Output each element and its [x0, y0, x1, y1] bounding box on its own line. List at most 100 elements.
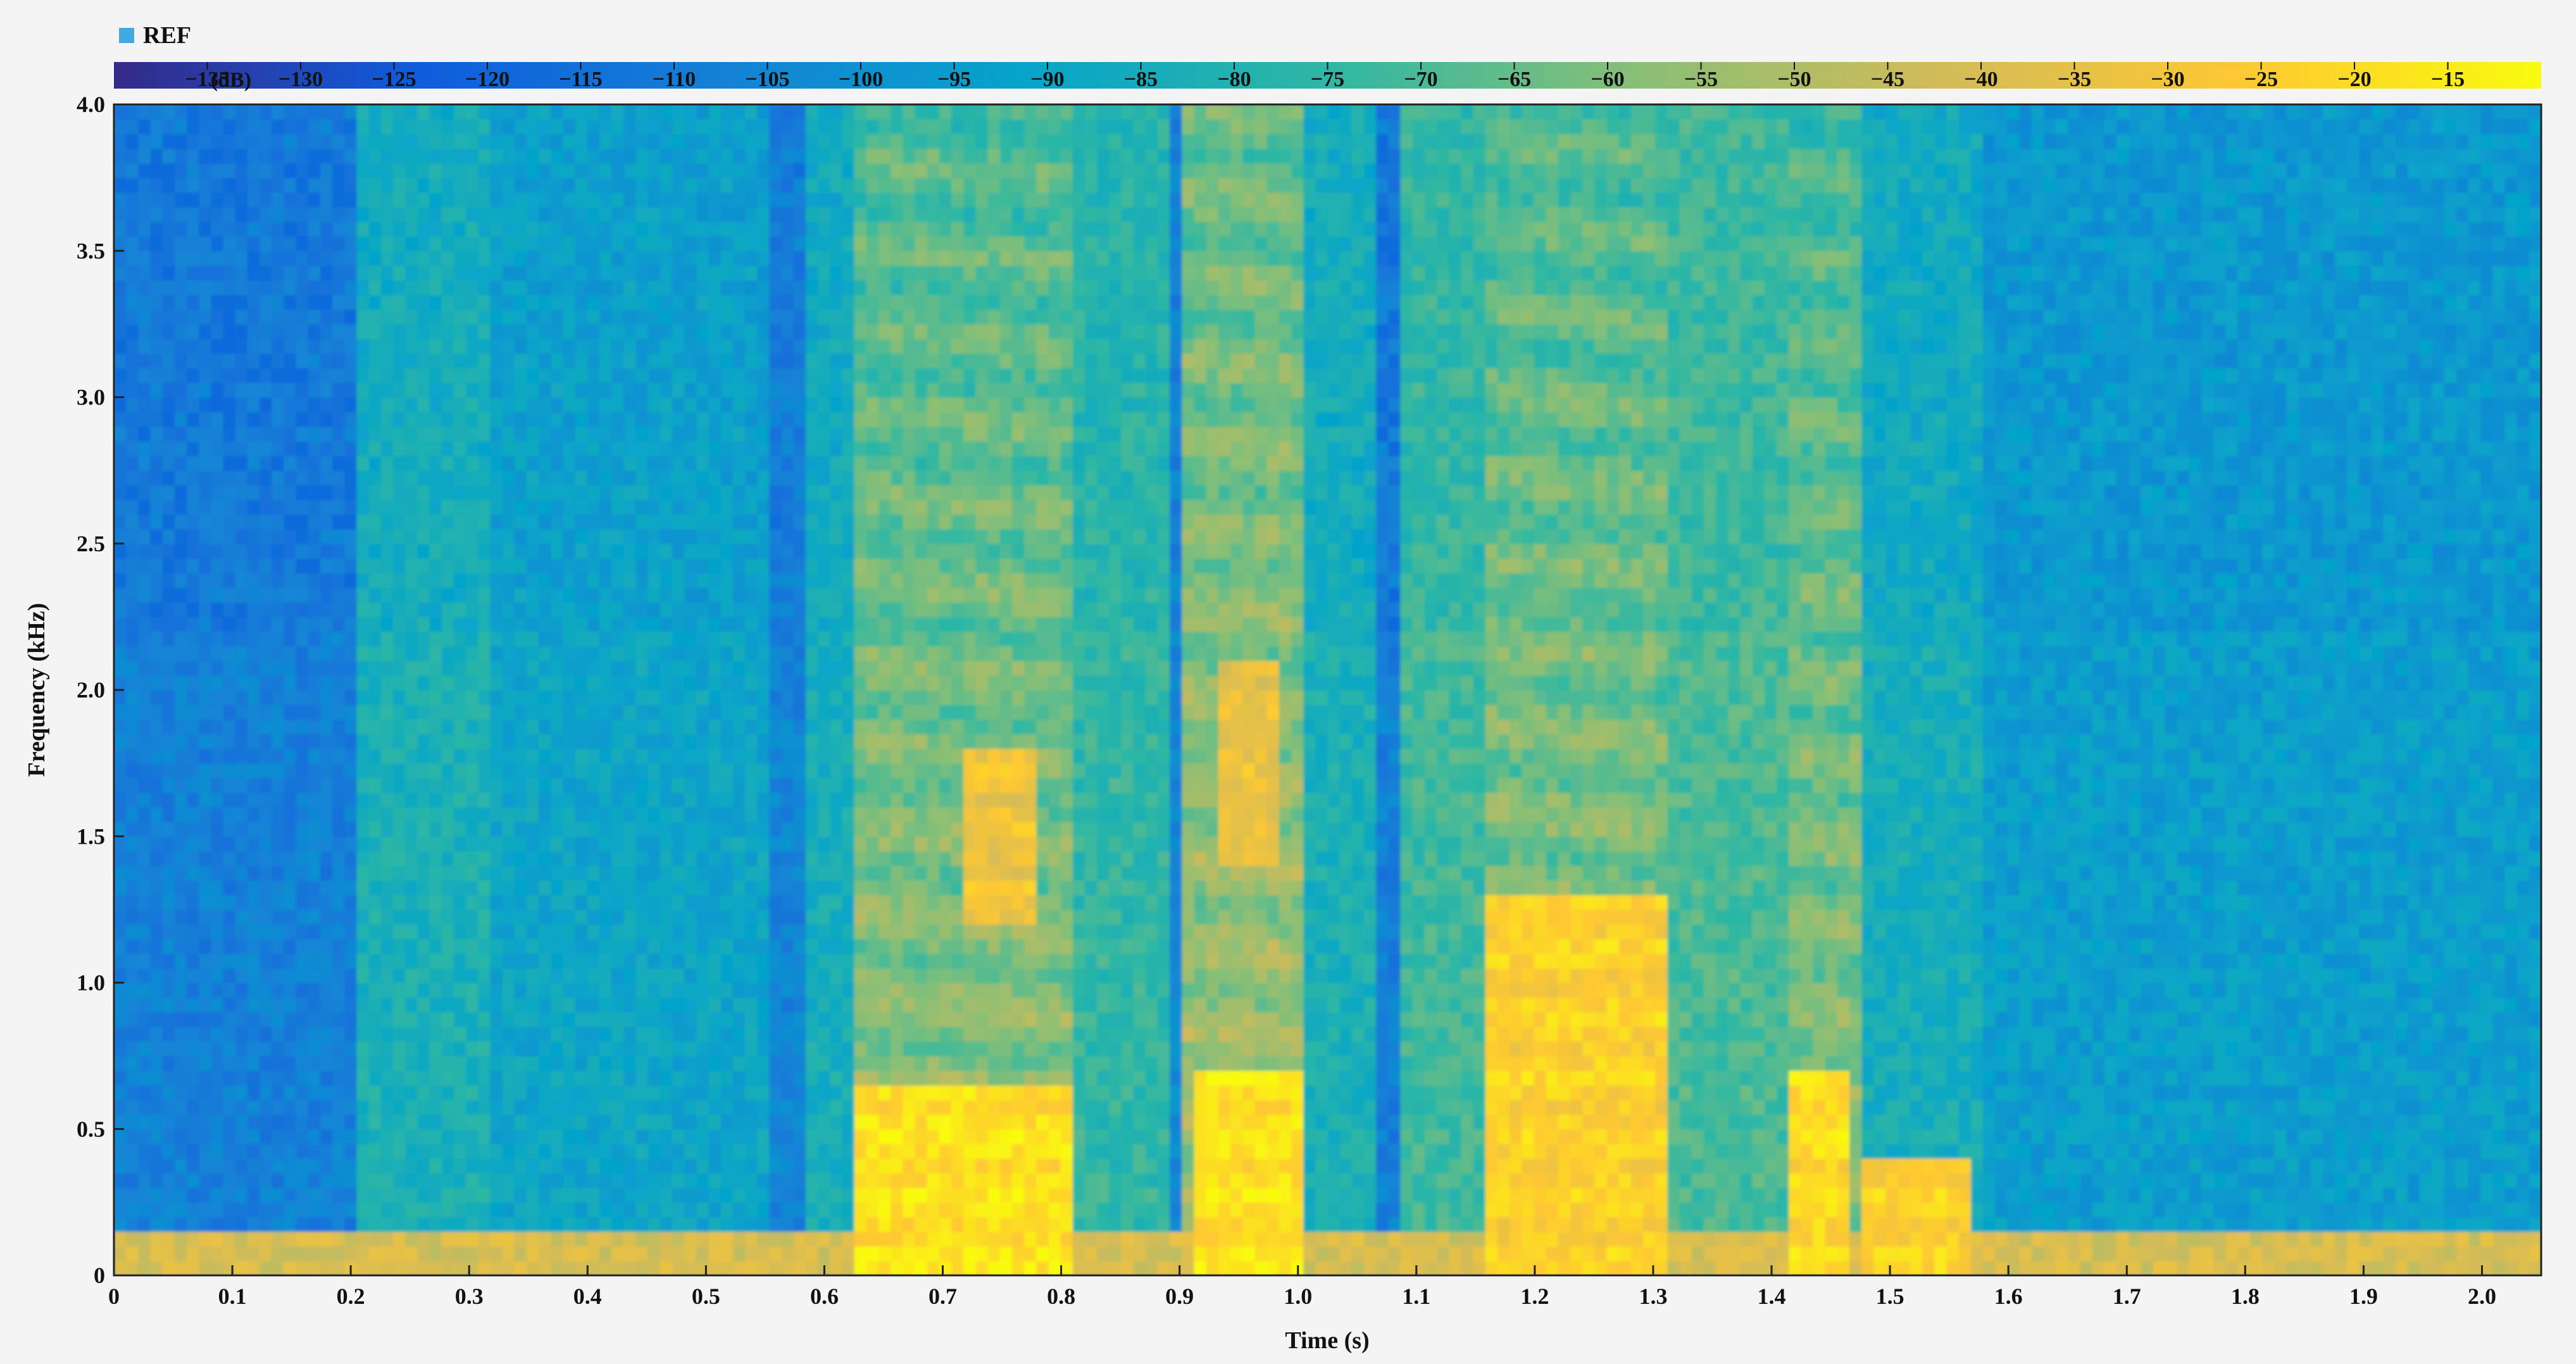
- heatmap-cell: [818, 382, 831, 398]
- heatmap-cell: [672, 880, 685, 896]
- heatmap-cell: [720, 602, 734, 618]
- heatmap-cell: [429, 119, 442, 134]
- heatmap-cell: [162, 631, 175, 647]
- heatmap-cell: [708, 1114, 722, 1130]
- heatmap-cell: [757, 792, 770, 808]
- heatmap-cell: [199, 309, 212, 325]
- heatmap-cell: [441, 1056, 454, 1071]
- heatmap-cell: [660, 982, 673, 998]
- heatmap-cell: [368, 660, 382, 676]
- heatmap-cell: [380, 748, 394, 764]
- heatmap-cell: [453, 1158, 466, 1173]
- heatmap-cell: [150, 236, 163, 251]
- heatmap-cell: [708, 558, 722, 573]
- heatmap-cell: [611, 1173, 625, 1188]
- heatmap-cell: [466, 719, 479, 735]
- heatmap-cell: [441, 119, 454, 134]
- heatmap-cell: [818, 851, 831, 867]
- heatmap-cell: [720, 704, 734, 720]
- heatmap-cell: [126, 1231, 139, 1247]
- heatmap-cell: [126, 1202, 139, 1218]
- heatmap-cell: [793, 646, 806, 661]
- heatmap-cell: [211, 192, 224, 208]
- heatmap-cell: [393, 616, 406, 632]
- heatmap-cell: [490, 939, 503, 954]
- heatmap-cell: [539, 441, 552, 456]
- heatmap-cell: [368, 763, 382, 779]
- heatmap-cell: [563, 119, 576, 134]
- heatmap-cell: [368, 411, 382, 427]
- heatmap-cell: [769, 280, 782, 296]
- heatmap-cell: [441, 997, 454, 1013]
- heatmap-cell: [708, 529, 722, 544]
- heatmap-cell: [441, 470, 454, 485]
- heatmap-cell: [296, 368, 309, 384]
- heatmap-cell: [466, 792, 479, 808]
- heatmap-cell: [235, 163, 248, 178]
- heatmap-cell: [830, 953, 843, 969]
- heatmap-cell: [818, 294, 831, 310]
- heatmap-cell: [380, 690, 394, 705]
- heatmap-cell: [672, 441, 685, 456]
- heatmap-cell: [441, 690, 454, 705]
- heatmap-cell: [587, 836, 600, 852]
- heatmap-cell: [854, 1129, 867, 1144]
- heatmap-cell: [732, 602, 746, 618]
- heatmap-cell: [429, 368, 442, 384]
- heatmap-cell: [187, 1143, 200, 1159]
- heatmap-cell: [320, 734, 333, 749]
- heatmap-cell: [587, 236, 600, 251]
- heatmap-cell: [272, 558, 285, 573]
- heatmap-cell: [417, 236, 430, 251]
- heatmap-cell: [211, 441, 224, 456]
- heatmap-cell: [502, 675, 515, 691]
- heatmap-cell: [114, 456, 127, 471]
- heatmap-cell: [126, 339, 139, 354]
- heatmap-cell: [466, 1085, 479, 1101]
- heatmap-cell: [660, 148, 673, 164]
- heatmap-cell: [247, 148, 260, 164]
- heatmap-cell: [211, 894, 224, 910]
- heatmap-cell: [696, 163, 710, 178]
- heatmap-cell: [672, 587, 685, 603]
- heatmap-cell: [575, 441, 588, 456]
- heatmap-cell: [296, 1143, 309, 1159]
- heatmap-cell: [854, 836, 867, 852]
- heatmap-cell: [441, 206, 454, 222]
- heatmap-cell: [380, 280, 394, 296]
- heatmap-cell: [368, 909, 382, 925]
- heatmap-cell: [405, 616, 418, 632]
- heatmap-cell: [284, 865, 297, 881]
- heatmap-cell: [793, 397, 806, 413]
- heatmap-cell: [660, 529, 673, 544]
- heatmap-cell: [539, 1129, 552, 1144]
- heatmap-cell: [114, 134, 127, 149]
- heatmap-cell: [272, 616, 285, 632]
- heatmap-cell: [769, 939, 782, 954]
- heatmap-cell: [393, 1202, 406, 1218]
- heatmap-cell: [417, 953, 430, 969]
- heatmap-cell: [296, 807, 309, 822]
- heatmap-cell: [781, 382, 794, 398]
- heatmap-cell: [466, 543, 479, 559]
- heatmap-cell: [611, 602, 625, 618]
- heatmap-cell: [223, 323, 236, 339]
- heatmap-cell: [599, 499, 612, 515]
- heatmap-cell: [623, 719, 637, 735]
- heatmap-cell: [368, 1070, 382, 1086]
- heatmap-cell: [223, 997, 236, 1013]
- heatmap-cell: [478, 163, 491, 178]
- heatmap-cell: [138, 675, 151, 691]
- heatmap-cell: [732, 309, 746, 325]
- heatmap-cell: [684, 411, 697, 427]
- heatmap-cell: [247, 894, 260, 910]
- heatmap-cell: [551, 558, 564, 573]
- heatmap-cell: [696, 104, 710, 120]
- heatmap-cell: [647, 573, 661, 588]
- heatmap-cell: [745, 1085, 758, 1101]
- heatmap-cell: [635, 148, 649, 164]
- heatmap-cell: [453, 690, 466, 705]
- heatmap-cell: [611, 997, 625, 1013]
- heatmap-cell: [162, 690, 175, 705]
- heatmap-cell: [514, 1026, 527, 1042]
